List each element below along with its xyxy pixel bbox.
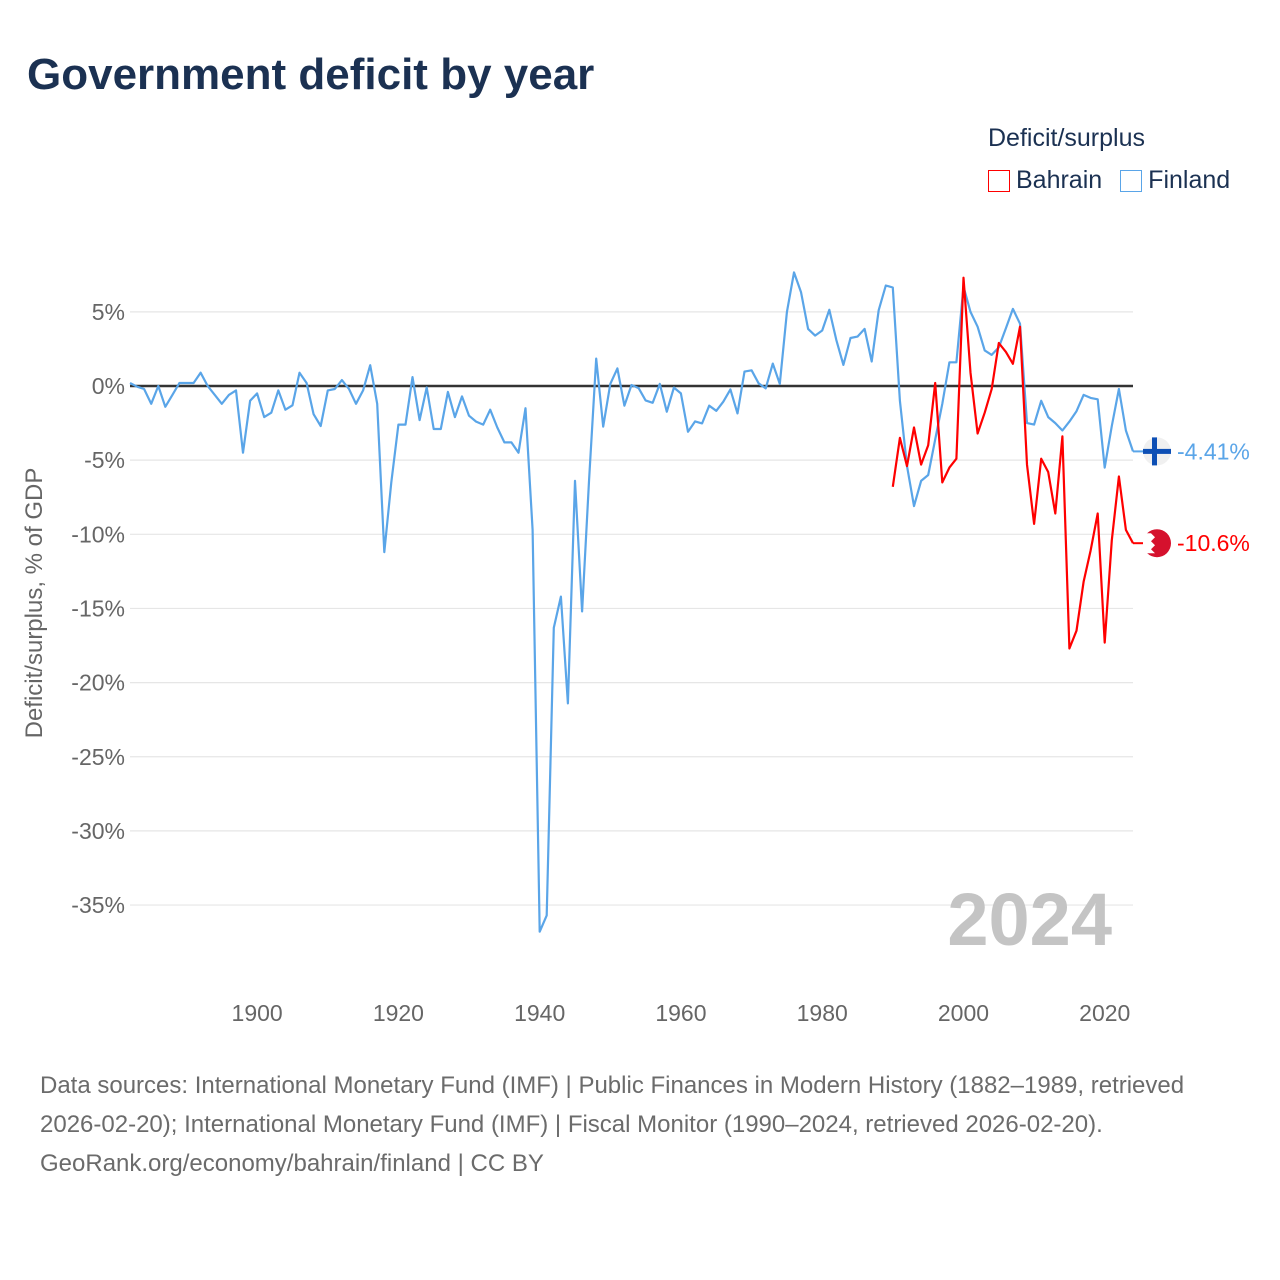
- legend-swatch-bahrain: [988, 169, 1010, 192]
- y-tick-label: -20%: [71, 670, 125, 696]
- y-tick-label: -15%: [71, 595, 125, 621]
- x-tick-label: 1920: [373, 1000, 424, 1026]
- x-tick-label: 1900: [232, 1000, 283, 1026]
- end-label-bahrain: -10.6%: [1177, 530, 1250, 556]
- series-line-finland: [129, 271, 1135, 933]
- flag-finland-icon: [1143, 437, 1171, 466]
- end-label-finland: -4.41%: [1177, 438, 1250, 464]
- legend: Bahrain Finland: [988, 166, 1230, 195]
- chart-title: Government deficit by year: [27, 50, 595, 99]
- attribution: GeoRank.org/economy/bahrain/finland | CC…: [40, 1150, 544, 1177]
- x-tick-label: 1960: [655, 1000, 706, 1026]
- y-tick-label: -25%: [71, 744, 125, 770]
- legend-swatch-finland: [1120, 169, 1143, 192]
- data-sources: Data sources: International Monetary Fun…: [40, 1072, 1185, 1138]
- y-tick-label: -35%: [71, 892, 125, 918]
- x-tick-label: 1940: [514, 1000, 565, 1026]
- y-tick-label: 5%: [92, 299, 125, 325]
- footer: Data sources: International Monetary Fun…: [40, 1066, 1250, 1183]
- x-tick-label: 1980: [797, 1000, 848, 1026]
- year-watermark: 2024: [947, 878, 1112, 961]
- y-tick-label: -5%: [84, 447, 125, 473]
- legend-label-finland: Finland: [1148, 166, 1231, 194]
- x-tick-label: 2000: [938, 1000, 989, 1026]
- y-axis-label: Deficit/surplus, % of GDP: [21, 468, 48, 739]
- legend-item-finland[interactable]: Finland: [1120, 166, 1230, 195]
- flag-bahrain-icon: [1143, 529, 1171, 558]
- y-tick-label: -10%: [71, 521, 125, 547]
- series-line-bahrain: [891, 276, 1134, 650]
- y-tick-label: -30%: [71, 818, 125, 844]
- legend-title: Deficit/surplus: [988, 124, 1145, 152]
- x-tick-label: 2020: [1079, 1000, 1130, 1026]
- legend-item-bahrain[interactable]: Bahrain: [988, 166, 1102, 195]
- legend-label-bahrain: Bahrain: [1016, 166, 1103, 194]
- y-tick-label: 0%: [92, 373, 125, 399]
